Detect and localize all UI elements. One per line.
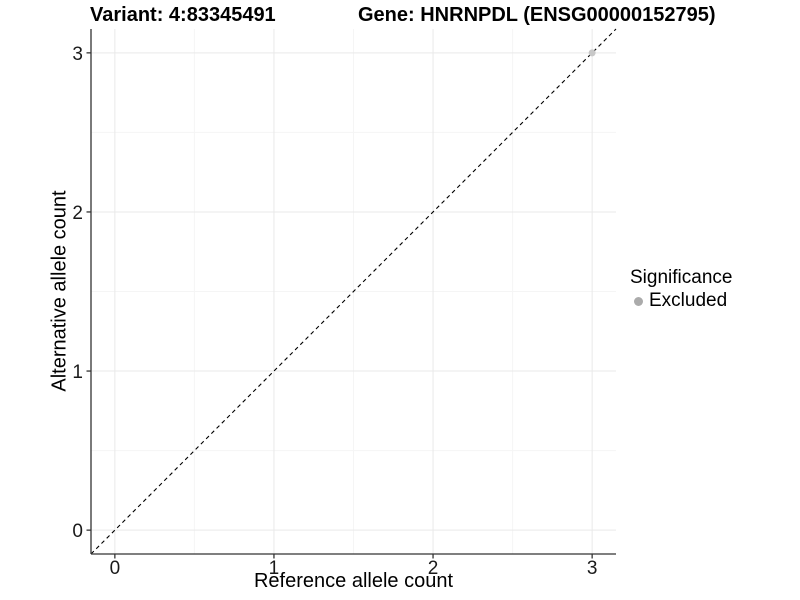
data-point-excluded: [588, 49, 596, 57]
x-tick-label: 2: [428, 558, 439, 579]
y-tick-label: 3: [72, 44, 83, 65]
plot-title-variant: Variant: 4:83345491: [90, 4, 276, 26]
y-tick-label: 2: [72, 203, 83, 224]
y-tick-label: 0: [72, 521, 83, 542]
x-tick-label: 0: [110, 558, 121, 579]
identity-line: [90, 28, 617, 555]
legend-item-label: Excluded: [649, 290, 728, 311]
legend-key-dot-icon: [634, 296, 643, 306]
x-tick-label: 3: [587, 558, 598, 579]
x-tick-label: 1: [269, 558, 280, 579]
legend-title: Significance: [630, 267, 733, 288]
legend: Significance Excluded: [630, 267, 732, 313]
plot-title-gene: Gene: HNRNPDL (ENSG00000152795): [358, 4, 716, 26]
y-axis-title: Alternative allele count: [48, 190, 71, 392]
legend-item-excluded: Excluded: [630, 289, 732, 313]
x-axis-title: Reference allele count: [253, 570, 453, 592]
y-tick-label: 1: [72, 362, 83, 383]
